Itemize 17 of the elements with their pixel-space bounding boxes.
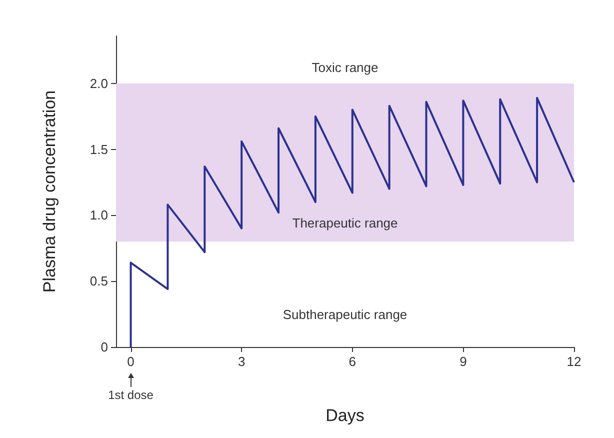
annotation: Subtherapeutic range — [282, 306, 408, 322]
x-tick-label: 0 — [127, 354, 134, 369]
band-label: Therapeutic range — [292, 216, 398, 231]
text: 1st dose — [108, 388, 154, 402]
y-tick-label: 2.0 — [90, 76, 108, 91]
x-axis-title: Days — [326, 406, 364, 425]
x-tick-label: 6 — [348, 354, 356, 369]
annotation: Toxic range — [312, 60, 378, 75]
y-tick-label: 1.5 — [90, 142, 108, 157]
x-tick-label: 9 — [460, 354, 467, 369]
line-series — [130, 96, 575, 348]
y-tick-label: 0.5 — [90, 274, 108, 289]
y-axis-title: Plasma drug concentration — [40, 90, 59, 293]
y-tick-label: 0 — [100, 340, 108, 354]
x-tick-label: 12 — [566, 354, 582, 369]
x-tick-label: 3 — [238, 354, 246, 369]
y-tick-label: 1.0 — [90, 208, 108, 223]
